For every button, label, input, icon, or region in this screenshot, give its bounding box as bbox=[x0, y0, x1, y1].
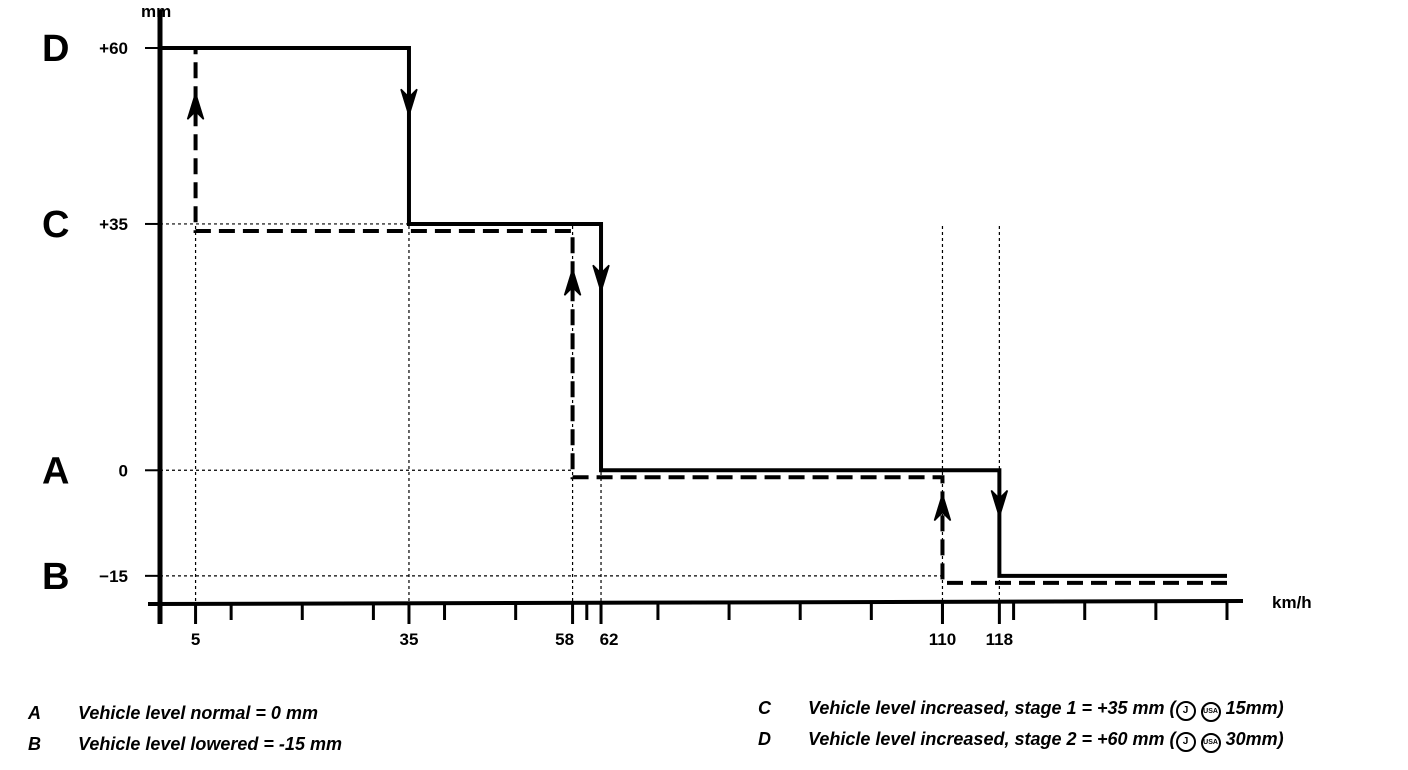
x-axis-line bbox=[147, 599, 1244, 606]
y-tick-label: +60 bbox=[99, 39, 128, 58]
axes bbox=[145, 10, 1244, 624]
y-unit-label: mm bbox=[141, 2, 171, 21]
level-letter-a: A bbox=[42, 450, 69, 492]
legend-suffix: 15mm) bbox=[1220, 698, 1284, 718]
legend-key: D bbox=[758, 729, 771, 749]
legend-left: A Vehicle level normal = 0 mm B Vehicle le… bbox=[28, 703, 342, 765]
country-badge-j: J bbox=[1175, 701, 1196, 721]
legend-right: C Vehicle level increased, stage 1 = +35 … bbox=[758, 698, 1284, 760]
arrow-up-icon bbox=[563, 266, 582, 296]
falling-level-line bbox=[160, 46, 1227, 578]
legend-text: Vehicle level increased, stage 2 = +60 m… bbox=[808, 729, 1176, 749]
legend-text: Vehicle level normal = 0 mm bbox=[78, 703, 318, 723]
x-tick-label: 58 bbox=[555, 630, 574, 649]
legend-text: Vehicle level lowered = -15 mm bbox=[78, 734, 342, 754]
level-letter-d: D bbox=[42, 28, 69, 70]
country-badge-usa: USA bbox=[1200, 702, 1221, 722]
legend-key: B bbox=[28, 734, 41, 754]
y-tick-label: −15 bbox=[99, 567, 128, 586]
legend-key: A bbox=[28, 703, 41, 723]
legend-item-c: C Vehicle level increased, stage 1 = +35 … bbox=[758, 698, 1284, 729]
arrow-down-icon bbox=[990, 489, 1009, 520]
arrow-down-icon bbox=[592, 264, 610, 294]
y-tick-label: 0 bbox=[119, 461, 128, 480]
axis-labels: D +60 C +35 A 0 B −15 5 35 58 62 110 118 mm km/h bbox=[42, 2, 1312, 649]
rising-level-line bbox=[193, 48, 1227, 585]
arrow-up-icon bbox=[186, 90, 205, 120]
legend-item-b: B Vehicle level lowered = -15 mm bbox=[28, 734, 342, 765]
legend-item-d: D Vehicle level increased, stage 2 = +60 … bbox=[758, 729, 1284, 760]
x-tick-label: 35 bbox=[400, 630, 419, 649]
x-unit-label: km/h bbox=[1272, 593, 1312, 612]
legend-key: C bbox=[758, 698, 771, 718]
x-tick-label: 110 bbox=[929, 630, 956, 649]
country-badge-usa: USA bbox=[1200, 733, 1221, 753]
legend-suffix: 30mm) bbox=[1220, 729, 1284, 749]
level-speed-chart: D +60 C +35 A 0 B −15 5 35 58 62 110 118 mm km/h bbox=[42, 2, 1312, 649]
x-tick-label: 62 bbox=[600, 630, 619, 649]
y-tick-label: +35 bbox=[99, 215, 128, 234]
legend-text: Vehicle level increased, stage 1 = +35 m… bbox=[808, 698, 1176, 718]
direction-arrows bbox=[186, 88, 1009, 521]
country-badge-j: J bbox=[1175, 732, 1196, 752]
series-lines bbox=[160, 46, 1227, 585]
arrow-down-icon bbox=[400, 88, 418, 118]
x-tick-label: 118 bbox=[986, 630, 1013, 649]
x-tick-label: 5 bbox=[191, 630, 200, 649]
legend-item-a: A Vehicle level normal = 0 mm bbox=[28, 703, 342, 734]
level-letter-b: B bbox=[42, 556, 69, 598]
reference-lines bbox=[160, 223, 1000, 618]
arrow-up-icon bbox=[933, 491, 952, 521]
level-letter-c: C bbox=[42, 204, 69, 246]
